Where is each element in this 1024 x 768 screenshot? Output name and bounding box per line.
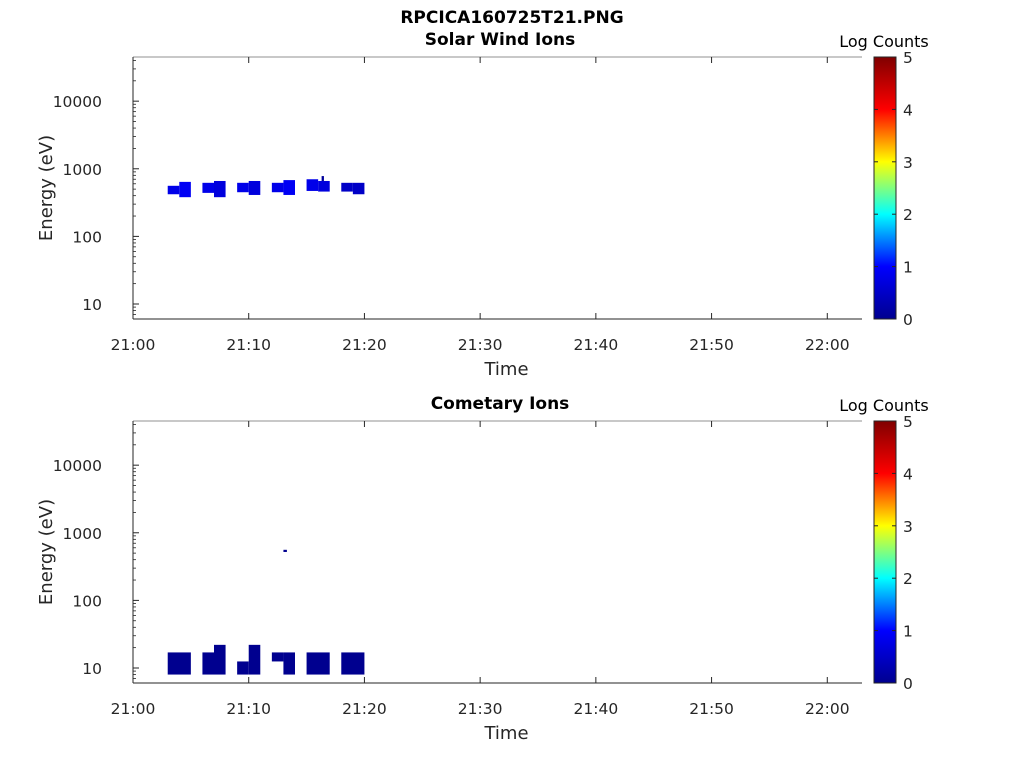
y-tick-label: 10 bbox=[82, 296, 102, 314]
chart-panel-1: 21:00 21:10 21:20 21:30 21:40 21:50 22:0010100… bbox=[36, 30, 929, 380]
colorbar-tick-label: 1 bbox=[903, 259, 913, 277]
figure-title: RPCICA160725T21.PNG bbox=[400, 8, 624, 28]
heatmap-cell bbox=[214, 180, 226, 198]
colorbar-gradient bbox=[873, 56, 897, 320]
heatmap-cell bbox=[306, 179, 319, 191]
x-tick-label: 21:50 bbox=[689, 336, 734, 354]
heatmap-cell bbox=[341, 652, 365, 675]
x-tick-label: 21:30 bbox=[458, 336, 503, 354]
x-tick-label: 21:40 bbox=[574, 336, 619, 354]
y-tick-label: 10000 bbox=[53, 93, 102, 111]
x-tick-label: 21:10 bbox=[226, 700, 271, 718]
heatmap-cell bbox=[248, 644, 261, 675]
x-tick-label: 21:00 bbox=[111, 336, 156, 354]
heatmap-cells bbox=[167, 549, 365, 675]
colorbar-tick-label: 0 bbox=[903, 675, 913, 693]
x-tick-label: 21:10 bbox=[226, 336, 271, 354]
colorbar-label: Log Counts bbox=[839, 396, 929, 415]
heatmap-cell bbox=[237, 661, 249, 675]
y-tick-label: 100 bbox=[72, 228, 102, 246]
heatmap-cell bbox=[214, 644, 226, 675]
colorbar-tick-label: 5 bbox=[903, 413, 913, 431]
heatmap-cell bbox=[283, 652, 295, 675]
heatmap-cell bbox=[271, 182, 284, 193]
heatmap-cell bbox=[321, 176, 324, 181]
colorbar-tick-label: 2 bbox=[903, 206, 913, 224]
colorbar-tick-label: 3 bbox=[903, 518, 913, 536]
x-tick-label: 21:30 bbox=[458, 700, 503, 718]
x-tick-label: 21:20 bbox=[342, 700, 387, 718]
x-tick-label: 21:50 bbox=[689, 700, 734, 718]
heatmap-cell bbox=[306, 652, 330, 675]
colorbar-gradient bbox=[873, 420, 897, 684]
panel-title: Solar Wind Ions bbox=[425, 30, 576, 50]
x-tick-label: 22:00 bbox=[805, 700, 850, 718]
heatmap-cell bbox=[341, 182, 353, 192]
heatmap-cell bbox=[271, 652, 284, 662]
y-tick-label: 10 bbox=[82, 660, 102, 678]
heatmap-cell bbox=[202, 652, 214, 675]
y-tick-label: 100 bbox=[72, 592, 102, 610]
x-axis-label: Time bbox=[483, 723, 528, 744]
heatmap-cell bbox=[167, 185, 180, 195]
heatmap-cell bbox=[167, 652, 191, 675]
y-axis-label: Energy (eV) bbox=[36, 499, 57, 605]
colorbar-tick-label: 1 bbox=[903, 623, 913, 641]
panel-title: Cometary Ions bbox=[431, 394, 570, 414]
x-tick-label: 21:00 bbox=[111, 700, 156, 718]
colorbar-tick-label: 4 bbox=[903, 465, 913, 483]
x-axis-label: Time bbox=[483, 359, 528, 380]
y-tick-label: 1000 bbox=[63, 525, 102, 543]
heatmap-cells bbox=[167, 176, 365, 198]
x-tick-label: 21:20 bbox=[342, 336, 387, 354]
heatmap-cell bbox=[352, 182, 365, 195]
colorbar-tick-label: 3 bbox=[903, 154, 913, 172]
y-tick-label: 1000 bbox=[63, 161, 102, 179]
heatmap-cell bbox=[283, 180, 295, 195]
y-tick-label: 10000 bbox=[53, 457, 102, 475]
heatmap-cell bbox=[283, 549, 287, 552]
heatmap-cell bbox=[237, 182, 249, 193]
colorbar-tick-label: 0 bbox=[903, 311, 913, 329]
colorbar-tick-label: 2 bbox=[903, 570, 913, 588]
x-tick-label: 22:00 bbox=[805, 336, 850, 354]
colorbar-tick-label: 5 bbox=[903, 49, 913, 67]
heatmap-cell bbox=[179, 181, 191, 198]
colorbar-tick-label: 4 bbox=[903, 101, 913, 119]
heatmap-cell bbox=[318, 180, 330, 192]
heatmap-cell bbox=[248, 180, 261, 195]
chart-panel-2: 21:00 21:10 21:20 21:30 21:40 21:50 22:0010100… bbox=[36, 394, 929, 744]
heatmap-cell bbox=[202, 182, 214, 193]
colorbar-label: Log Counts bbox=[839, 32, 929, 51]
y-axis-label: Energy (eV) bbox=[36, 135, 57, 241]
x-tick-label: 21:40 bbox=[574, 700, 619, 718]
